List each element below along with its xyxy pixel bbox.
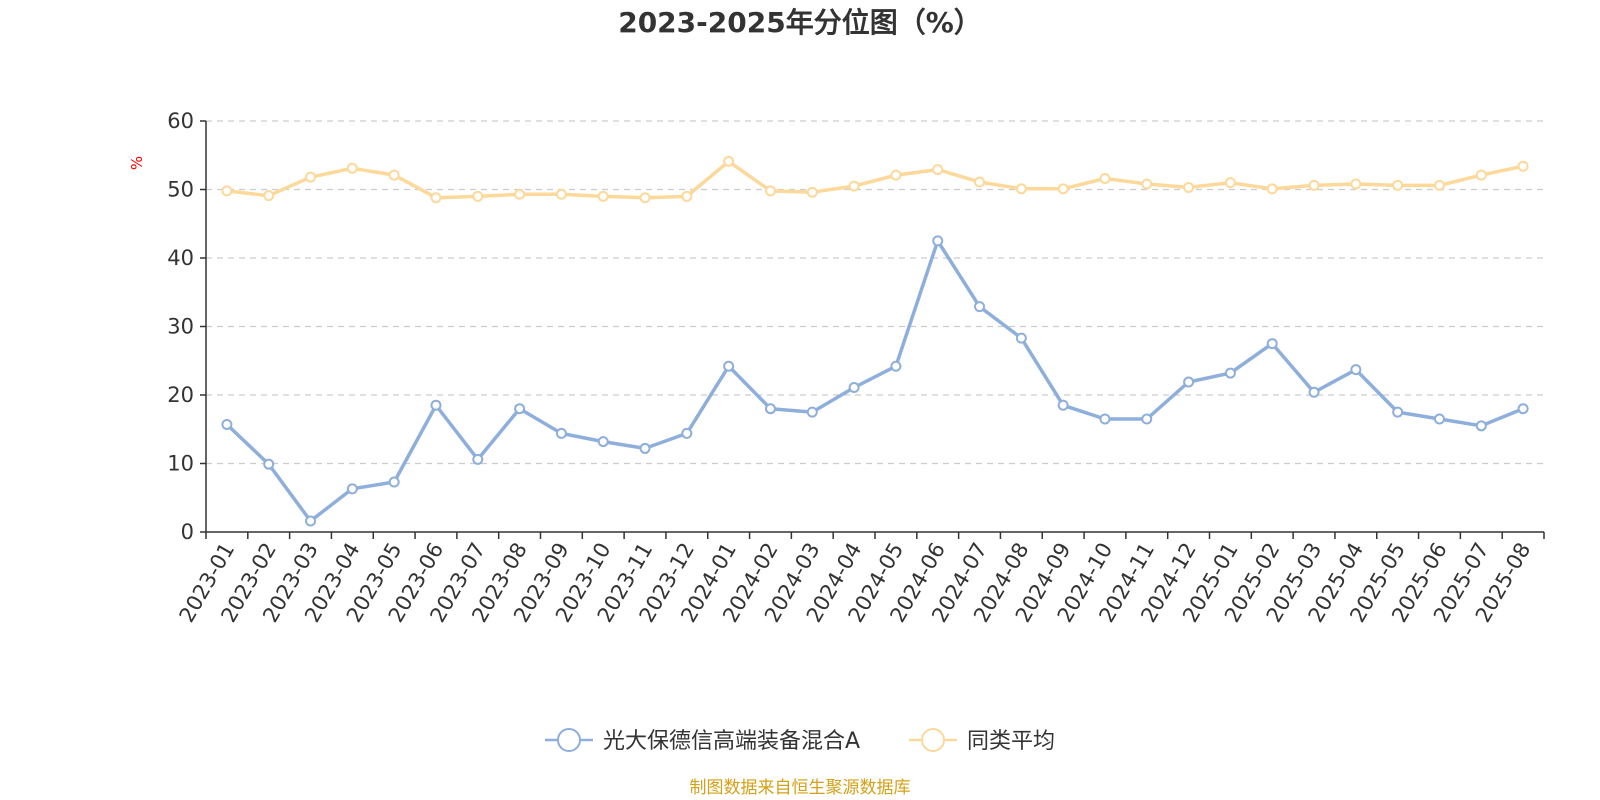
y-tick-label: 10 [167,452,194,476]
y-tick-label: 0 [181,520,194,544]
data-point[interactable] [514,403,526,415]
data-point[interactable] [974,176,986,188]
legend-item-1[interactable]: 同类平均 [909,728,1055,754]
data-point[interactable] [1141,178,1153,190]
data-point[interactable] [1266,183,1278,195]
data-point[interactable] [1015,183,1027,195]
data-point[interactable] [346,162,358,174]
legend-label: 同类平均 [967,729,1055,754]
series-line [225,239,1524,523]
data-point[interactable] [806,186,818,198]
data-point[interactable] [263,190,275,202]
data-point[interactable] [1308,179,1320,191]
series-layer [221,155,1529,527]
data-point[interactable] [305,515,317,527]
data-point[interactable] [221,185,233,197]
data-point[interactable] [597,190,609,202]
data-point[interactable] [1517,160,1529,172]
chart-title: 2023-2025年分位图（%） [618,6,982,39]
series-line [226,159,1524,200]
legend-label: 光大保德信高端装备混合A [603,729,860,754]
y-axis-unit-label: % [128,156,146,170]
y-tick-label: 40 [167,246,194,270]
data-point[interactable] [514,188,526,200]
data-point[interactable] [346,483,358,495]
data-point[interactable] [890,169,902,181]
data-point[interactable] [764,403,776,415]
data-point[interactable] [221,418,233,430]
series-0 [221,235,1529,527]
data-point[interactable] [1392,406,1404,418]
legend-swatch-marker [921,728,945,752]
gridlines [206,120,1544,465]
data-point[interactable] [1308,386,1320,398]
data-point[interactable] [1433,179,1445,191]
data-point[interactable] [764,185,776,197]
data-point[interactable] [1057,183,1069,195]
y-tick-label: 30 [167,315,194,339]
data-point[interactable] [723,155,735,167]
data-point[interactable] [1517,403,1529,415]
data-point[interactable] [1475,420,1487,432]
data-point[interactable] [430,192,442,204]
data-point[interactable] [681,190,693,202]
data-point[interactable] [1433,413,1445,425]
data-point[interactable] [388,476,400,488]
data-point[interactable] [639,442,651,454]
y-tick-label: 50 [167,178,194,202]
data-point[interactable] [1350,178,1362,190]
data-point[interactable] [1475,169,1487,181]
data-point[interactable] [472,453,484,465]
data-point[interactable] [890,360,902,372]
data-point[interactable] [723,360,735,372]
data-point[interactable] [1350,364,1362,376]
data-point[interactable] [1224,367,1236,379]
data-point[interactable] [932,164,944,176]
legend-swatch-marker [557,728,581,752]
data-point[interactable] [848,381,860,393]
data-point[interactable] [1099,173,1111,185]
data-point[interactable] [555,188,567,200]
data-point[interactable] [1015,332,1027,344]
data-point[interactable] [472,190,484,202]
data-point[interactable] [974,301,986,313]
data-point[interactable] [1183,376,1195,388]
data-point[interactable] [932,235,944,247]
legend-item-0[interactable]: 光大保德信高端装备混合A [545,728,860,754]
data-point[interactable] [1099,413,1111,425]
y-tick-label: 60 [167,109,194,133]
data-point[interactable] [263,458,275,470]
data-point[interactable] [1183,181,1195,193]
data-point[interactable] [806,406,818,418]
data-point[interactable] [1141,413,1153,425]
data-point[interactable] [430,399,442,411]
y-tick-label: 20 [167,383,194,407]
data-source-note: 制图数据来自恒生聚源数据库 [690,778,911,798]
series-1 [221,155,1529,204]
data-point[interactable] [1392,179,1404,191]
data-point[interactable] [848,180,860,192]
data-point[interactable] [1224,177,1236,189]
data-point[interactable] [388,169,400,181]
legend[interactable]: 光大保德信高端装备混合A 同类平均 [545,728,1055,754]
data-point[interactable] [555,427,567,439]
data-point[interactable] [681,427,693,439]
data-point[interactable] [639,192,651,204]
data-point[interactable] [1266,338,1278,350]
data-point[interactable] [597,436,609,448]
data-point[interactable] [305,171,317,183]
data-point[interactable] [1057,399,1069,411]
